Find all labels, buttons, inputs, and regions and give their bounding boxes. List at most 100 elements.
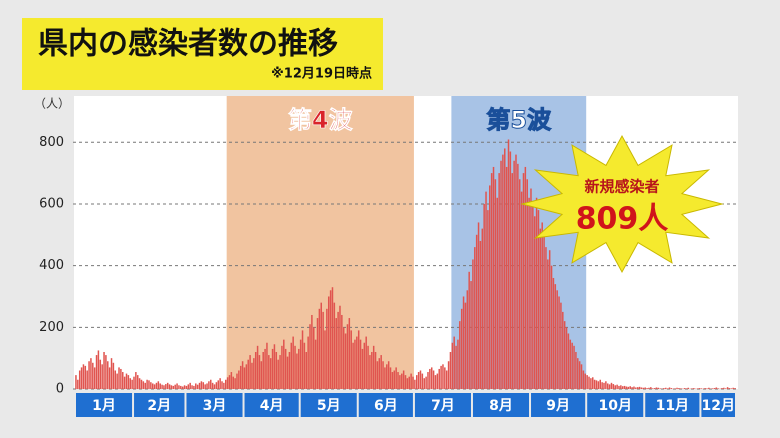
bar — [232, 376, 234, 389]
bar — [406, 378, 409, 389]
bar — [311, 314, 313, 389]
bar — [354, 339, 356, 389]
x-tick-label: 11月 — [656, 398, 689, 414]
bar — [238, 370, 240, 389]
x-tick-label: 3月 — [203, 398, 227, 414]
bar — [365, 336, 367, 389]
bar — [489, 185, 491, 389]
x-tick-label: 5月 — [317, 398, 341, 414]
bar — [543, 234, 545, 389]
bar — [241, 361, 244, 389]
bar — [228, 375, 231, 389]
bar — [401, 373, 403, 389]
bar — [410, 373, 412, 389]
callout-label: 新規感染者 — [584, 178, 659, 196]
bar — [148, 380, 150, 389]
bar — [648, 387, 650, 389]
bar — [653, 388, 656, 389]
bar — [245, 364, 248, 389]
bar — [605, 381, 607, 389]
bar — [75, 375, 77, 389]
bar — [436, 373, 439, 389]
bar — [532, 203, 534, 389]
bar — [425, 376, 427, 389]
bar — [668, 387, 671, 389]
bar — [666, 388, 669, 389]
bar — [449, 351, 452, 389]
bar — [415, 375, 418, 389]
month-box — [134, 393, 185, 417]
bar — [444, 367, 446, 389]
bar — [399, 375, 401, 389]
bar — [155, 382, 158, 389]
bar — [665, 387, 667, 389]
bar — [533, 216, 536, 389]
bar — [389, 367, 392, 389]
bar — [376, 361, 379, 389]
bar — [299, 339, 302, 389]
bar — [221, 381, 223, 389]
bar — [378, 358, 381, 389]
x-tick-label: 2月 — [147, 398, 171, 414]
bar — [414, 379, 416, 389]
bar — [136, 375, 139, 389]
bar — [597, 381, 600, 389]
bar — [283, 339, 285, 389]
bar — [333, 302, 336, 389]
bar — [678, 388, 680, 389]
bar — [445, 370, 448, 389]
bar — [357, 330, 360, 389]
bar — [481, 228, 484, 389]
bar — [226, 377, 229, 389]
bar — [670, 388, 673, 389]
bar — [372, 345, 375, 389]
bar — [432, 370, 435, 389]
bar — [151, 383, 154, 389]
bar — [230, 372, 233, 389]
bar — [101, 364, 103, 389]
bar — [307, 336, 309, 389]
bar — [99, 359, 102, 389]
bar — [620, 385, 622, 389]
bar — [329, 290, 332, 389]
title-box — [22, 18, 383, 90]
bar — [279, 355, 281, 389]
bar — [123, 376, 126, 389]
subtitle: ※12月19日時点 — [271, 66, 372, 82]
bar — [402, 370, 405, 389]
bar — [659, 388, 661, 389]
y-tick-label: 200 — [39, 320, 64, 335]
bar — [397, 372, 399, 389]
bar — [346, 324, 349, 389]
bar — [625, 386, 628, 389]
bar — [189, 382, 191, 389]
bar — [474, 247, 476, 389]
bar — [168, 384, 171, 389]
bar — [361, 348, 364, 389]
bar — [635, 387, 637, 389]
bar — [595, 380, 598, 389]
bar — [487, 210, 489, 389]
month-box — [472, 393, 530, 417]
bar — [271, 348, 274, 389]
bar — [442, 364, 444, 389]
bar — [303, 342, 306, 389]
bar — [584, 373, 587, 389]
bar — [496, 197, 499, 389]
bar — [500, 160, 502, 389]
bar — [352, 342, 354, 389]
bar — [215, 382, 218, 389]
bar — [331, 287, 334, 389]
bar — [612, 384, 615, 389]
bar — [185, 385, 188, 389]
bar — [683, 388, 686, 389]
x-tick-label: 9月 — [546, 398, 570, 414]
x-tick-label: 1月 — [92, 398, 116, 414]
bar — [412, 376, 414, 389]
bar — [713, 388, 716, 389]
bar — [515, 154, 517, 389]
bar — [322, 311, 324, 389]
bar — [264, 348, 266, 389]
bar — [421, 373, 424, 389]
bar — [256, 345, 259, 389]
